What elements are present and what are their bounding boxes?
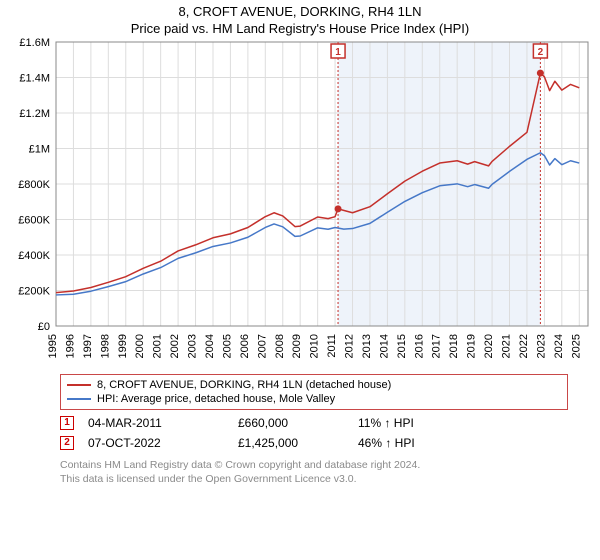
svg-text:1997: 1997: [82, 334, 94, 358]
line-chart: £0 £200K £400K £600K £800K £1M £1.2M £1.4M £1.6M…: [0, 36, 600, 372]
address-title: 8, CROFT AVENUE, DORKING, RH4 1LN: [0, 4, 600, 19]
svg-text:2017: 2017: [431, 334, 443, 358]
svg-text:2013: 2013: [361, 334, 373, 358]
svg-text:2004: 2004: [204, 334, 216, 358]
svg-text:2011: 2011: [326, 334, 338, 358]
marker-badge: 2: [60, 436, 74, 450]
marker-table: 1 04-MAR-2011 £660,000 11% ↑ HPI 2 07-OC…: [60, 416, 600, 450]
svg-text:2007: 2007: [256, 334, 268, 358]
svg-text:2005: 2005: [221, 334, 233, 358]
legend-row: HPI: Average price, detached house, Mole…: [67, 392, 561, 406]
subtitle: Price paid vs. HM Land Registry's House …: [0, 21, 600, 36]
svg-text:1996: 1996: [64, 334, 76, 358]
svg-text:2002: 2002: [169, 334, 181, 358]
svg-text:£0: £0: [38, 321, 50, 333]
svg-text:2012: 2012: [344, 334, 356, 358]
svg-text:2022: 2022: [518, 334, 530, 358]
svg-text:2001: 2001: [152, 334, 164, 358]
svg-text:£800K: £800K: [18, 179, 50, 191]
legend-row: 8, CROFT AVENUE, DORKING, RH4 1LN (detac…: [67, 378, 561, 392]
svg-text:£1.2M: £1.2M: [19, 108, 50, 120]
marker-delta: 46% ↑ HPI: [358, 436, 508, 450]
legend-swatch: [67, 384, 91, 386]
marker-date: 07-OCT-2022: [88, 436, 238, 450]
footer: Contains HM Land Registry data © Crown c…: [60, 458, 600, 486]
svg-text:2: 2: [538, 47, 544, 58]
svg-text:2020: 2020: [483, 334, 495, 358]
legend-swatch: [67, 398, 91, 400]
svg-text:2023: 2023: [535, 334, 547, 358]
svg-text:2024: 2024: [553, 334, 565, 358]
svg-text:1998: 1998: [99, 334, 111, 358]
footer-line: This data is licensed under the Open Gov…: [60, 472, 600, 486]
svg-text:2010: 2010: [309, 334, 321, 358]
legend: 8, CROFT AVENUE, DORKING, RH4 1LN (detac…: [60, 374, 568, 410]
svg-text:£1M: £1M: [29, 144, 50, 156]
svg-text:1995: 1995: [47, 334, 59, 358]
svg-text:2021: 2021: [501, 334, 513, 358]
svg-text:£200K: £200K: [18, 286, 50, 298]
marker-delta: 11% ↑ HPI: [358, 416, 508, 430]
svg-text:£1.6M: £1.6M: [19, 37, 50, 49]
title-block: 8, CROFT AVENUE, DORKING, RH4 1LN Price …: [0, 0, 600, 36]
legend-label: HPI: Average price, detached house, Mole…: [97, 393, 335, 405]
svg-text:2003: 2003: [187, 334, 199, 358]
svg-text:2015: 2015: [396, 334, 408, 358]
svg-text:2009: 2009: [291, 334, 303, 358]
svg-text:£400K: £400K: [18, 250, 50, 262]
marker-badge: 1: [60, 416, 74, 430]
footer-line: Contains HM Land Registry data © Crown c…: [60, 458, 600, 472]
svg-text:2018: 2018: [448, 334, 460, 358]
svg-text:2000: 2000: [134, 334, 146, 358]
svg-text:2019: 2019: [466, 334, 478, 358]
svg-text:2016: 2016: [413, 334, 425, 358]
svg-text:2014: 2014: [378, 334, 390, 358]
marker-price: £1,425,000: [238, 436, 358, 450]
svg-text:£600K: £600K: [18, 215, 50, 227]
svg-text:1999: 1999: [117, 334, 129, 358]
svg-text:2008: 2008: [274, 334, 286, 358]
svg-text:1: 1: [335, 47, 341, 58]
svg-text:2006: 2006: [239, 334, 251, 358]
marker-date: 04-MAR-2011: [88, 416, 238, 430]
svg-text:£1.4M: £1.4M: [19, 73, 50, 85]
legend-label: 8, CROFT AVENUE, DORKING, RH4 1LN (detac…: [97, 379, 391, 391]
svg-text:2025: 2025: [570, 334, 582, 358]
marker-price: £660,000: [238, 416, 358, 430]
